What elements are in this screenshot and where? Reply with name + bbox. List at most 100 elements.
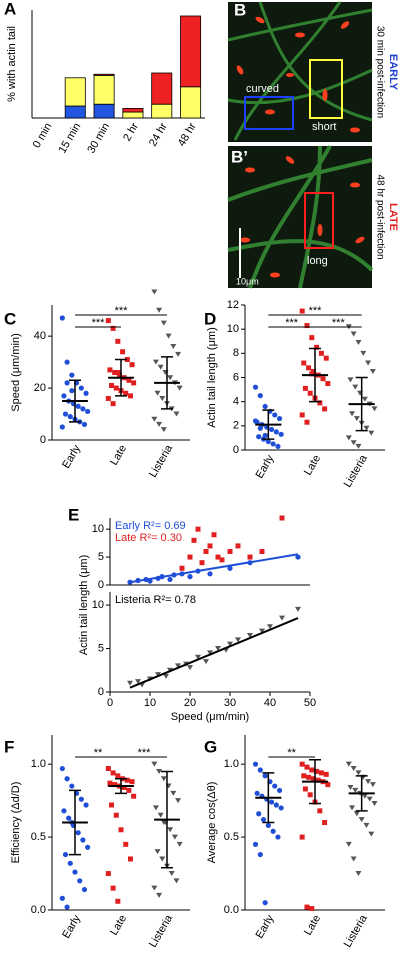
data-point xyxy=(151,416,158,422)
data-point xyxy=(363,425,370,431)
error-bar xyxy=(309,759,321,805)
significance-label: *** xyxy=(138,747,152,759)
data-point xyxy=(352,384,359,390)
data-point xyxy=(187,574,193,580)
data-point xyxy=(80,837,86,843)
scale-label: 10μm xyxy=(236,276,259,286)
x-tick-label: 10 xyxy=(144,697,156,709)
data-point xyxy=(273,802,279,808)
y-tick-label: 5 xyxy=(98,551,104,563)
data-point xyxy=(59,315,65,321)
data-point xyxy=(151,761,158,767)
image-caption: 30 min post-infection xyxy=(374,26,385,118)
y-tick-label: 8 xyxy=(233,347,239,359)
data-point xyxy=(156,307,163,313)
data-point xyxy=(299,761,305,767)
data-point xyxy=(207,650,213,656)
data-point xyxy=(123,390,129,396)
data-point xyxy=(350,766,357,772)
data-point xyxy=(369,368,376,374)
data-point xyxy=(151,885,158,891)
data-point xyxy=(115,773,121,779)
x-tick-label: 0 min xyxy=(31,121,55,150)
data-point xyxy=(160,427,167,433)
data-point xyxy=(59,895,65,901)
data-point xyxy=(124,357,130,363)
data-point xyxy=(353,811,360,817)
y-tick-label: 10 xyxy=(92,523,104,535)
data-point xyxy=(215,646,221,652)
data-point xyxy=(360,350,367,356)
data-point xyxy=(154,390,161,396)
data-point xyxy=(363,822,370,828)
x-tick-label: Early xyxy=(60,913,83,941)
data-point xyxy=(302,786,308,792)
data-point xyxy=(64,904,70,910)
data-point xyxy=(127,393,133,399)
y-tick-label: 2 xyxy=(233,420,239,432)
y-tick-label: 12 xyxy=(227,299,239,311)
data-point xyxy=(191,537,197,543)
data-point xyxy=(187,554,193,560)
data-point xyxy=(78,385,84,391)
data-point xyxy=(235,543,241,549)
data-point xyxy=(151,289,158,295)
data-point xyxy=(304,419,310,425)
data-point xyxy=(314,344,320,350)
x-tick-label: Late xyxy=(302,913,323,938)
data-point xyxy=(195,654,201,660)
x-tick-label: Listeria xyxy=(342,452,371,489)
data-point xyxy=(318,770,324,776)
x-tick-label: Listeria xyxy=(147,442,176,479)
error-bar xyxy=(69,789,81,856)
region-label: long xyxy=(307,255,328,267)
data-point xyxy=(168,871,175,877)
data-point xyxy=(257,425,263,431)
data-point xyxy=(112,782,118,788)
data-point xyxy=(173,878,180,884)
data-point xyxy=(306,774,312,780)
error-bar xyxy=(161,356,173,410)
y-tick-label: 10 xyxy=(227,323,239,335)
data-point xyxy=(67,860,73,866)
data-point xyxy=(109,382,115,388)
data-point xyxy=(247,554,253,560)
x-tick-label: 20 xyxy=(184,697,196,709)
x-tick-label: Early xyxy=(60,443,83,471)
data-point xyxy=(203,659,209,665)
bar-segment xyxy=(93,73,115,76)
data-point xyxy=(105,871,111,877)
data-point xyxy=(279,515,285,521)
data-point xyxy=(276,415,283,422)
data-point xyxy=(61,393,67,399)
data-point xyxy=(121,785,127,790)
data-point xyxy=(62,411,69,417)
y-axis-label: Actin tail length (μm) xyxy=(206,327,218,427)
data-point xyxy=(265,438,271,445)
x-tick-label: Late xyxy=(108,443,129,468)
panel-letter: B xyxy=(234,0,246,19)
y-tick-label: 0 xyxy=(98,686,104,698)
data-point xyxy=(322,406,328,412)
data-point xyxy=(120,349,126,355)
data-point xyxy=(345,841,352,847)
data-point xyxy=(175,351,182,357)
significance-label: *** xyxy=(332,317,346,329)
data-point xyxy=(105,395,111,401)
data-point xyxy=(170,790,177,796)
data-point xyxy=(295,554,301,560)
data-point xyxy=(349,411,356,417)
data-point xyxy=(167,827,174,833)
data-point xyxy=(115,898,121,904)
data-point xyxy=(62,851,69,858)
y-tick-label: 10 xyxy=(92,599,104,611)
data-point xyxy=(59,424,65,430)
data-point xyxy=(268,426,275,433)
significance-label: ** xyxy=(287,747,296,759)
data-point xyxy=(275,443,281,449)
data-point xyxy=(72,869,78,875)
data-point xyxy=(131,793,137,799)
data-point xyxy=(350,440,357,446)
y-tick-label: 0 xyxy=(40,434,46,446)
data-point xyxy=(123,841,129,847)
